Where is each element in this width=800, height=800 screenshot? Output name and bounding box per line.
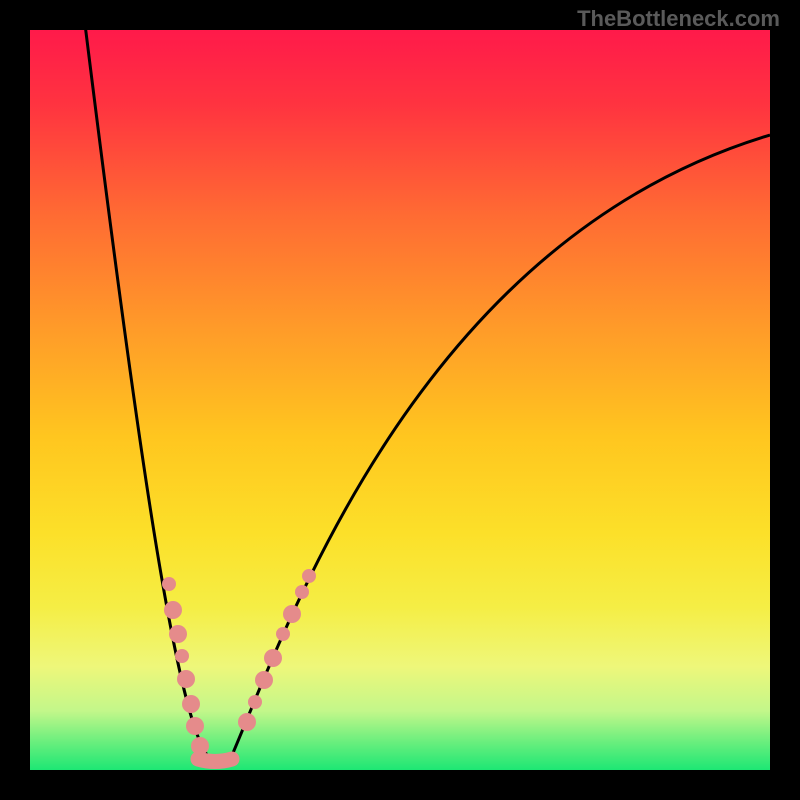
data-dot [238, 713, 256, 731]
data-dot [302, 569, 316, 583]
bottleneck-chart [0, 0, 800, 800]
data-dot [276, 627, 290, 641]
chart-container: TheBottleneck.com [0, 0, 800, 800]
data-dot [164, 601, 182, 619]
data-dot [162, 577, 176, 591]
data-dot [191, 737, 209, 755]
data-dot [175, 649, 189, 663]
data-dot [169, 625, 187, 643]
data-dot [283, 605, 301, 623]
optimal-floor-marker [198, 759, 232, 762]
data-dot [186, 717, 204, 735]
watermark-text: TheBottleneck.com [577, 6, 780, 32]
data-dot [264, 649, 282, 667]
data-dot [177, 670, 195, 688]
plot-background [30, 30, 770, 770]
data-dot [248, 695, 262, 709]
data-dot [182, 695, 200, 713]
data-dot [255, 671, 273, 689]
data-dot [295, 585, 309, 599]
